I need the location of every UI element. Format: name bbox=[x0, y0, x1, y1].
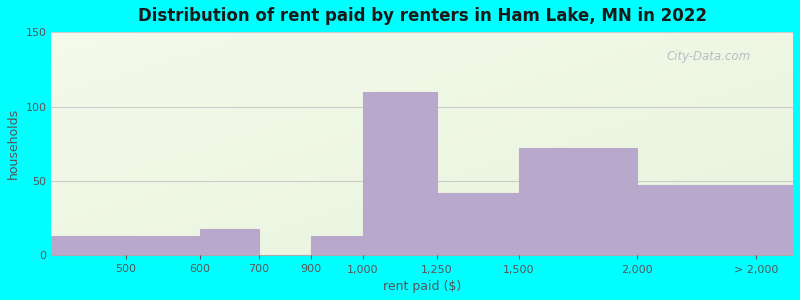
Bar bbox=[200, 229, 259, 256]
Bar bbox=[518, 148, 638, 256]
X-axis label: rent paid ($): rent paid ($) bbox=[383, 280, 462, 293]
Y-axis label: households: households bbox=[7, 108, 20, 179]
Bar bbox=[311, 236, 363, 256]
Bar bbox=[51, 236, 200, 256]
Bar bbox=[437, 193, 518, 256]
Text: City-Data.com: City-Data.com bbox=[667, 50, 751, 63]
Bar bbox=[363, 92, 437, 256]
Title: Distribution of rent paid by renters in Ham Lake, MN in 2022: Distribution of rent paid by renters in … bbox=[138, 7, 706, 25]
Bar bbox=[638, 185, 793, 256]
